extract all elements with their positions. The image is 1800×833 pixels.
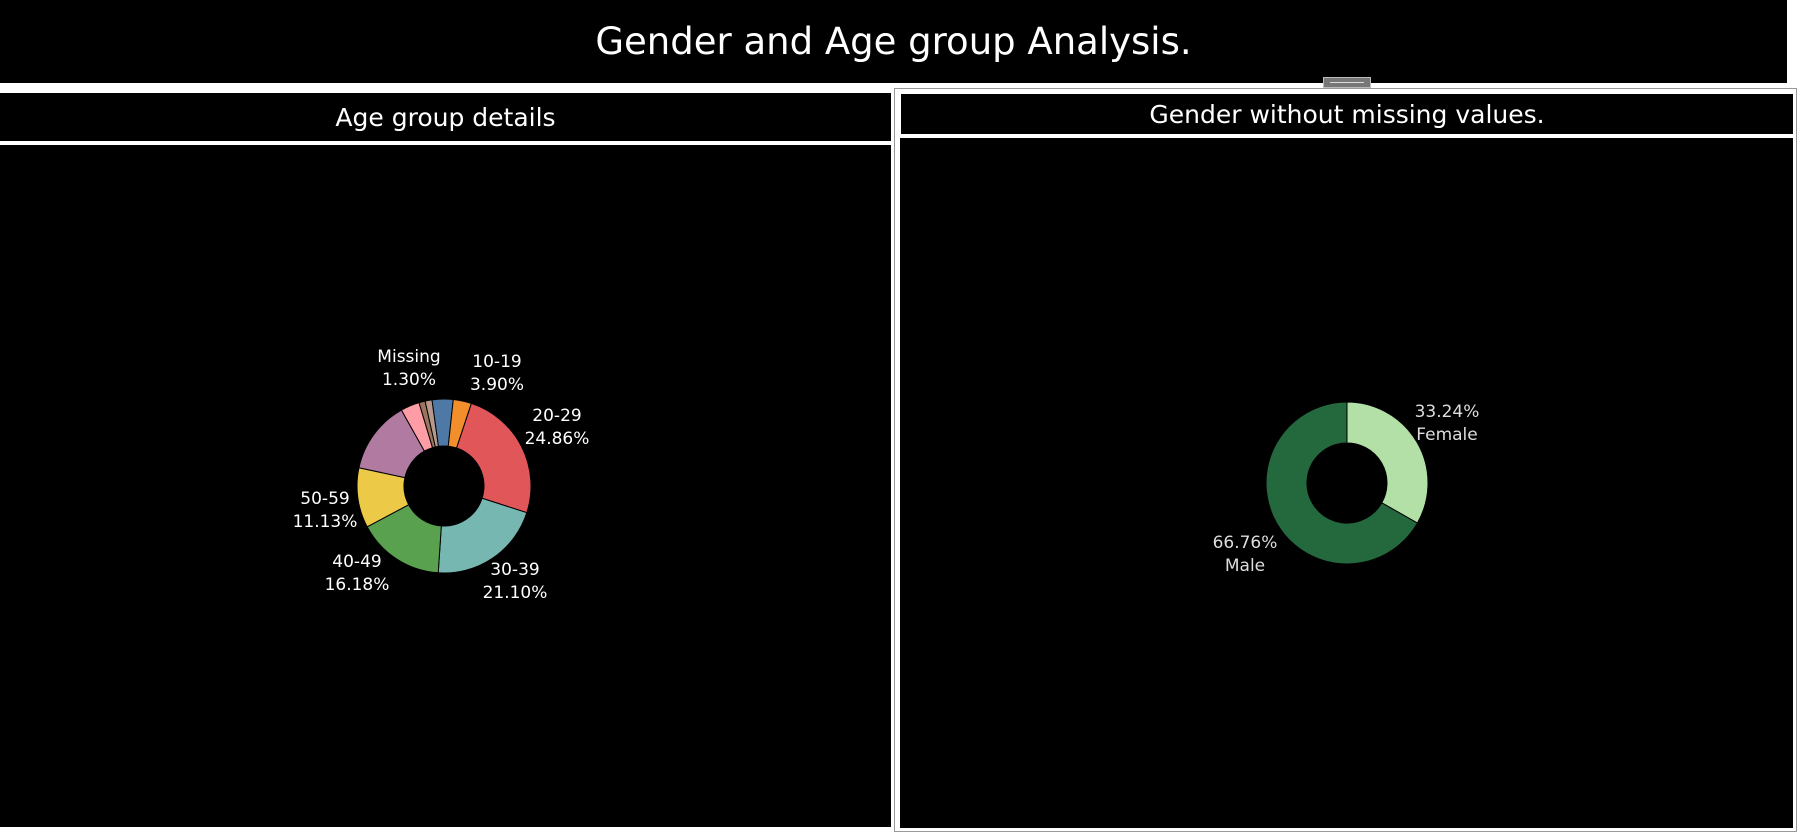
label-50-59-value-text: 11.13% [293,512,358,532]
age-donut-chart[interactable]: Missing 1.30% 10-19 3.90% 20-29 24.86% 30-39 21… [0,145,891,827]
label-20-29-label: 20-29 [532,406,581,426]
age-panel-title: Age group details [0,93,891,141]
slice-segment-9[interactable] [418,400,436,449]
age-chart-panel: Missing 1.30% 10-19 3.90% 20-29 24.86% 30-39 21… [0,145,891,827]
label-50-59-label: 50-59 [300,489,349,509]
resize-handle[interactable] [1323,77,1371,88]
gender-chart-panel: 33.24% Female 66.76% Male [900,138,1793,828]
label-missing-value-text: 1.30% [382,370,436,390]
gender-panel-title: Gender without missing values. [901,94,1793,134]
label-female-label: Female [1416,425,1477,445]
slice-female[interactable] [1346,401,1429,524]
label-male-value-text: 66.76% [1213,533,1278,553]
label-10-19-value-text: 3.90% [470,375,524,395]
slice-20-29[interactable] [455,402,532,514]
label-30-39-label: 30-39 [490,560,539,580]
dashboard-title: Gender and Age group Analysis. [0,0,1787,83]
label-30-39-value-text: 21.10% [483,583,548,603]
label-male-label: Male [1225,556,1265,576]
gender-donut-chart[interactable]: 33.24% Female 66.76% Male [900,138,1793,828]
label-40-49-value-text: 16.18% [325,575,390,595]
label-20-29-value-text: 24.86% [525,429,590,449]
label-10-19-label: 10-19 [472,352,521,372]
label-missing-label: Missing [377,347,440,367]
label-40-49-label: 40-49 [332,552,381,572]
label-female-value-text: 33.24% [1415,402,1480,422]
age-panel-divider [0,141,891,145]
slice-male[interactable] [1265,401,1419,565]
